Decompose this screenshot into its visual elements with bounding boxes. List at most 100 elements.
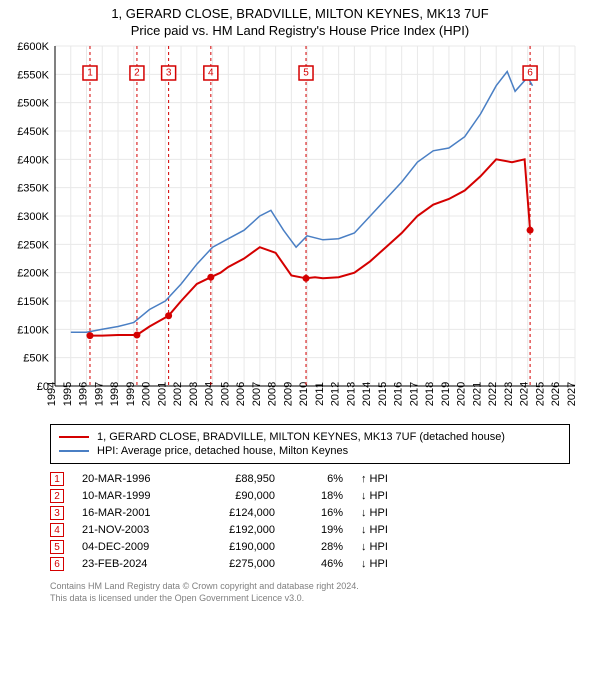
tx-direction: ↓ HPI [361, 507, 401, 519]
svg-text:1994: 1994 [46, 382, 58, 406]
footer-line1: Contains HM Land Registry data © Crown c… [50, 581, 570, 593]
legend: 1, GERARD CLOSE, BRADVILLE, MILTON KEYNE… [50, 424, 570, 464]
svg-text:2013: 2013 [345, 382, 357, 406]
svg-text:£50K: £50K [23, 353, 49, 365]
svg-text:2021: 2021 [471, 382, 483, 406]
svg-text:1998: 1998 [109, 382, 121, 406]
svg-text:6: 6 [527, 68, 533, 79]
svg-text:£600K: £600K [17, 41, 49, 53]
tx-pct: 19% [293, 524, 343, 536]
tx-direction: ↓ HPI [361, 490, 401, 502]
tx-date: 21-NOV-2003 [82, 524, 187, 536]
tx-date: 20-MAR-1996 [82, 473, 187, 485]
tx-direction: ↓ HPI [361, 541, 401, 553]
tx-marker: 5 [50, 540, 64, 554]
svg-text:1: 1 [87, 68, 93, 79]
arrow-down-icon: ↓ [361, 490, 367, 502]
legend-swatch [59, 450, 89, 452]
svg-text:£300K: £300K [17, 211, 49, 223]
svg-text:2019: 2019 [440, 382, 452, 406]
tx-marker: 1 [50, 472, 64, 486]
svg-text:2001: 2001 [156, 382, 168, 406]
svg-text:2016: 2016 [393, 382, 405, 406]
svg-text:2012: 2012 [330, 382, 342, 406]
svg-text:2025: 2025 [534, 382, 546, 406]
tx-marker: 3 [50, 506, 64, 520]
svg-text:2004: 2004 [204, 382, 216, 406]
svg-text:2018: 2018 [424, 382, 436, 406]
svg-text:1996: 1996 [78, 382, 90, 406]
tx-pct: 18% [293, 490, 343, 502]
price-chart: £0£50K£100K£150K£200K£250K£300K£350K£400… [0, 38, 600, 418]
svg-text:£550K: £550K [17, 69, 49, 81]
table-row: 5 04-DEC-2009 £190,000 28% ↓ HPI [50, 540, 570, 554]
svg-text:2000: 2000 [141, 382, 153, 406]
svg-text:2022: 2022 [487, 382, 499, 406]
tx-date: 23-FEB-2024 [82, 558, 187, 570]
svg-text:£100K: £100K [17, 324, 49, 336]
tx-price: £275,000 [205, 558, 275, 570]
svg-text:£250K: £250K [17, 239, 49, 251]
svg-text:2: 2 [134, 68, 140, 79]
svg-text:2024: 2024 [519, 382, 531, 406]
tx-marker: 4 [50, 523, 64, 537]
arrow-down-icon: ↓ [361, 507, 367, 519]
table-row: 421-NOV-2003£192,00019%↓ HPI [50, 523, 570, 537]
arrow-down-icon: ↓ [361, 541, 367, 553]
tx-price: £190,000 [205, 541, 275, 553]
table-row: 120-MAR-1996£88,9506%↑ HPI [50, 472, 570, 486]
arrow-down-icon: ↓ [361, 524, 367, 536]
svg-text:1999: 1999 [125, 382, 137, 406]
table-row: 623-FEB-2024£275,00046%↓ HPI [50, 557, 570, 571]
svg-text:£450K: £450K [17, 126, 49, 138]
tx-date: 04-DEC-2009 [82, 541, 187, 553]
table-row: 316-MAR-2001£124,00016%↓ HPI [50, 506, 570, 520]
svg-text:5: 5 [303, 68, 309, 79]
table-row: 2 10-MAR-1999 £90,000 18% ↓ HPI [50, 489, 570, 503]
svg-text:2007: 2007 [251, 382, 263, 406]
svg-text:3: 3 [166, 68, 172, 79]
title-block: 1, GERARD CLOSE, BRADVILLE, MILTON KEYNE… [0, 0, 600, 38]
tx-pct: 46% [293, 558, 343, 570]
svg-text:4: 4 [208, 68, 214, 79]
legend-label: 1, GERARD CLOSE, BRADVILLE, MILTON KEYNE… [97, 431, 505, 443]
svg-text:£350K: £350K [17, 183, 49, 195]
tx-date: 10-MAR-1999 [82, 490, 187, 502]
svg-text:2015: 2015 [377, 382, 389, 406]
svg-text:£500K: £500K [17, 98, 49, 110]
tx-direction: ↓ HPI [361, 524, 401, 536]
svg-text:2023: 2023 [503, 382, 515, 406]
legend-row: HPI: Average price, detached house, Milt… [59, 445, 561, 457]
title-address: 1, GERARD CLOSE, BRADVILLE, MILTON KEYNE… [0, 6, 600, 21]
transactions-table: 120-MAR-1996£88,9506%↑ HPI210-MAR-1999£9… [50, 472, 570, 571]
legend-row: 1, GERARD CLOSE, BRADVILLE, MILTON KEYNE… [59, 431, 561, 443]
svg-text:2002: 2002 [172, 382, 184, 406]
tx-price: £88,950 [205, 473, 275, 485]
svg-text:2006: 2006 [235, 382, 247, 406]
svg-text:2014: 2014 [361, 382, 373, 406]
legend-label: HPI: Average price, detached house, Milt… [97, 445, 348, 457]
svg-text:2027: 2027 [566, 382, 578, 406]
svg-text:1995: 1995 [62, 382, 74, 406]
svg-text:2008: 2008 [267, 382, 279, 406]
tx-marker: 6 [50, 557, 64, 571]
svg-text:£150K: £150K [17, 296, 49, 308]
svg-text:2010: 2010 [298, 382, 310, 406]
tx-pct: 16% [293, 507, 343, 519]
tx-price: £124,000 [205, 507, 275, 519]
svg-text:2020: 2020 [456, 382, 468, 406]
legend-swatch [59, 436, 89, 438]
chart-container: 1, GERARD CLOSE, BRADVILLE, MILTON KEYNE… [0, 0, 600, 680]
tx-price: £90,000 [205, 490, 275, 502]
tx-direction: ↑ HPI [361, 473, 401, 485]
tx-marker: 2 [50, 489, 64, 503]
svg-text:2017: 2017 [408, 382, 420, 406]
svg-text:2026: 2026 [550, 382, 562, 406]
arrow-up-icon: ↑ [361, 473, 367, 485]
svg-text:2009: 2009 [282, 382, 294, 406]
arrow-down-icon: ↓ [361, 558, 367, 570]
footer-line2: This data is licensed under the Open Gov… [50, 593, 570, 605]
svg-text:£400K: £400K [17, 154, 49, 166]
svg-text:£200K: £200K [17, 268, 49, 280]
tx-pct: 28% [293, 541, 343, 553]
